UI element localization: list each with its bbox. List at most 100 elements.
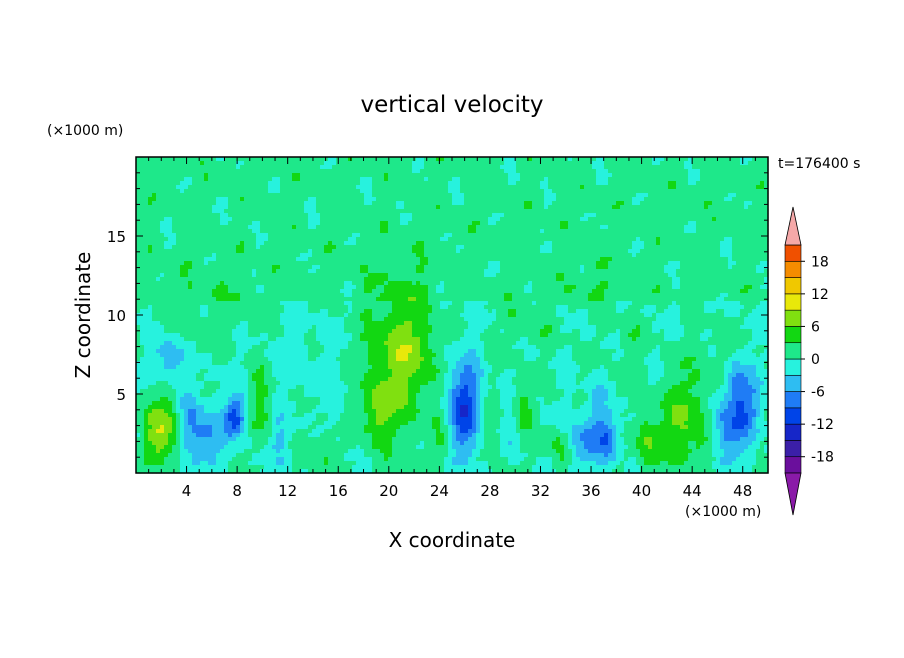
heatmap-cell [148, 169, 153, 174]
heatmap-cell [760, 225, 765, 230]
heatmap-cell [496, 249, 501, 254]
heatmap-cell [744, 173, 749, 178]
heatmap-cell [488, 281, 493, 286]
heatmap-cell [276, 257, 281, 262]
heatmap-cell [360, 221, 365, 226]
heatmap-cell [620, 269, 625, 274]
heatmap-cell [144, 205, 149, 210]
heatmap-cell [708, 237, 713, 242]
heatmap-cell [708, 217, 713, 222]
heatmap-cell [552, 205, 557, 210]
heatmap-cell [456, 225, 461, 230]
heatmap-cell [288, 265, 293, 270]
heatmap-cell [456, 193, 461, 198]
heatmap-cell [388, 277, 393, 282]
heatmap-cell [236, 185, 241, 190]
heatmap-cell [448, 173, 453, 178]
heatmap-cell [172, 193, 177, 198]
heatmap-cell [512, 165, 517, 170]
heatmap-cell [652, 221, 657, 226]
heatmap-cell [288, 217, 293, 222]
heatmap-cell [344, 197, 349, 202]
heatmap-cell [688, 245, 693, 250]
heatmap-cell [300, 165, 305, 170]
heatmap-cell [308, 265, 313, 270]
heatmap-cell [544, 197, 549, 202]
heatmap-cell [336, 273, 341, 278]
heatmap-cell [528, 189, 533, 194]
heatmap-cell [388, 245, 393, 250]
heatmap-cell [436, 273, 441, 278]
heatmap-cell [760, 253, 765, 258]
heatmap-cell [748, 193, 753, 198]
heatmap-cell [676, 201, 681, 206]
heatmap-cell [620, 173, 625, 178]
heatmap-cell [288, 281, 293, 286]
heatmap-cell [384, 277, 389, 282]
heatmap-cell [388, 201, 393, 206]
heatmap-cell [292, 193, 297, 198]
heatmap-cell [308, 209, 313, 214]
heatmap-cell [336, 257, 341, 262]
heatmap-cell [612, 245, 617, 250]
heatmap-cell [620, 241, 625, 246]
heatmap-cell [316, 217, 321, 222]
heatmap-cell [144, 193, 149, 198]
heatmap-cell [348, 253, 353, 258]
heatmap-cell [704, 225, 709, 230]
heatmap-cell [756, 177, 761, 182]
heatmap-cell [360, 261, 365, 266]
heatmap-cell [176, 229, 181, 234]
heatmap-cell [440, 181, 445, 186]
heatmap-cell [404, 221, 409, 226]
heatmap-cell [312, 245, 317, 250]
heatmap-cell [596, 241, 601, 246]
heatmap-cell [224, 177, 229, 182]
heatmap-cell [264, 205, 269, 210]
heatmap-cell [668, 269, 673, 274]
heatmap-cell [492, 157, 497, 162]
heatmap-cell [276, 229, 281, 234]
heatmap-cell [348, 281, 353, 286]
heatmap-cell [360, 185, 365, 190]
heatmap-cell [320, 277, 325, 282]
heatmap-cell [576, 213, 581, 218]
heatmap-cell [752, 173, 757, 178]
heatmap-cell [536, 181, 541, 186]
heatmap-cell [664, 197, 669, 202]
heatmap-cell [380, 209, 385, 214]
heatmap-cell [652, 253, 657, 258]
heatmap-cell [192, 257, 197, 262]
heatmap-cell [328, 225, 333, 230]
heatmap-cell [508, 253, 513, 258]
heatmap-cell [572, 229, 577, 234]
heatmap-cell [284, 197, 289, 202]
heatmap-cell [136, 257, 141, 262]
heatmap-cell [164, 189, 169, 194]
heatmap-cell [276, 273, 281, 278]
heatmap-cell [180, 241, 185, 246]
heatmap-cell [552, 197, 557, 202]
heatmap-cell [636, 161, 641, 166]
heatmap-cell [360, 161, 365, 166]
heatmap-cell [356, 281, 361, 286]
heatmap-cell [480, 197, 485, 202]
heatmap-cell [288, 197, 293, 202]
heatmap-cell [388, 173, 393, 178]
heatmap-cell [604, 245, 609, 250]
heatmap-cell [456, 249, 461, 254]
heatmap-cell [600, 237, 605, 242]
heatmap-cell [440, 201, 445, 206]
heatmap-cell [232, 157, 237, 162]
heatmap-cell [376, 269, 381, 274]
heatmap-cell [452, 181, 457, 186]
heatmap-cell [660, 273, 665, 278]
heatmap-cell [296, 185, 301, 190]
heatmap-cell [168, 269, 173, 274]
heatmap-cell [752, 217, 757, 222]
heatmap-cell [328, 273, 333, 278]
heatmap-cell [396, 185, 401, 190]
heatmap-cell [276, 173, 281, 178]
heatmap-cell [744, 265, 749, 270]
heatmap-cell [268, 165, 273, 170]
